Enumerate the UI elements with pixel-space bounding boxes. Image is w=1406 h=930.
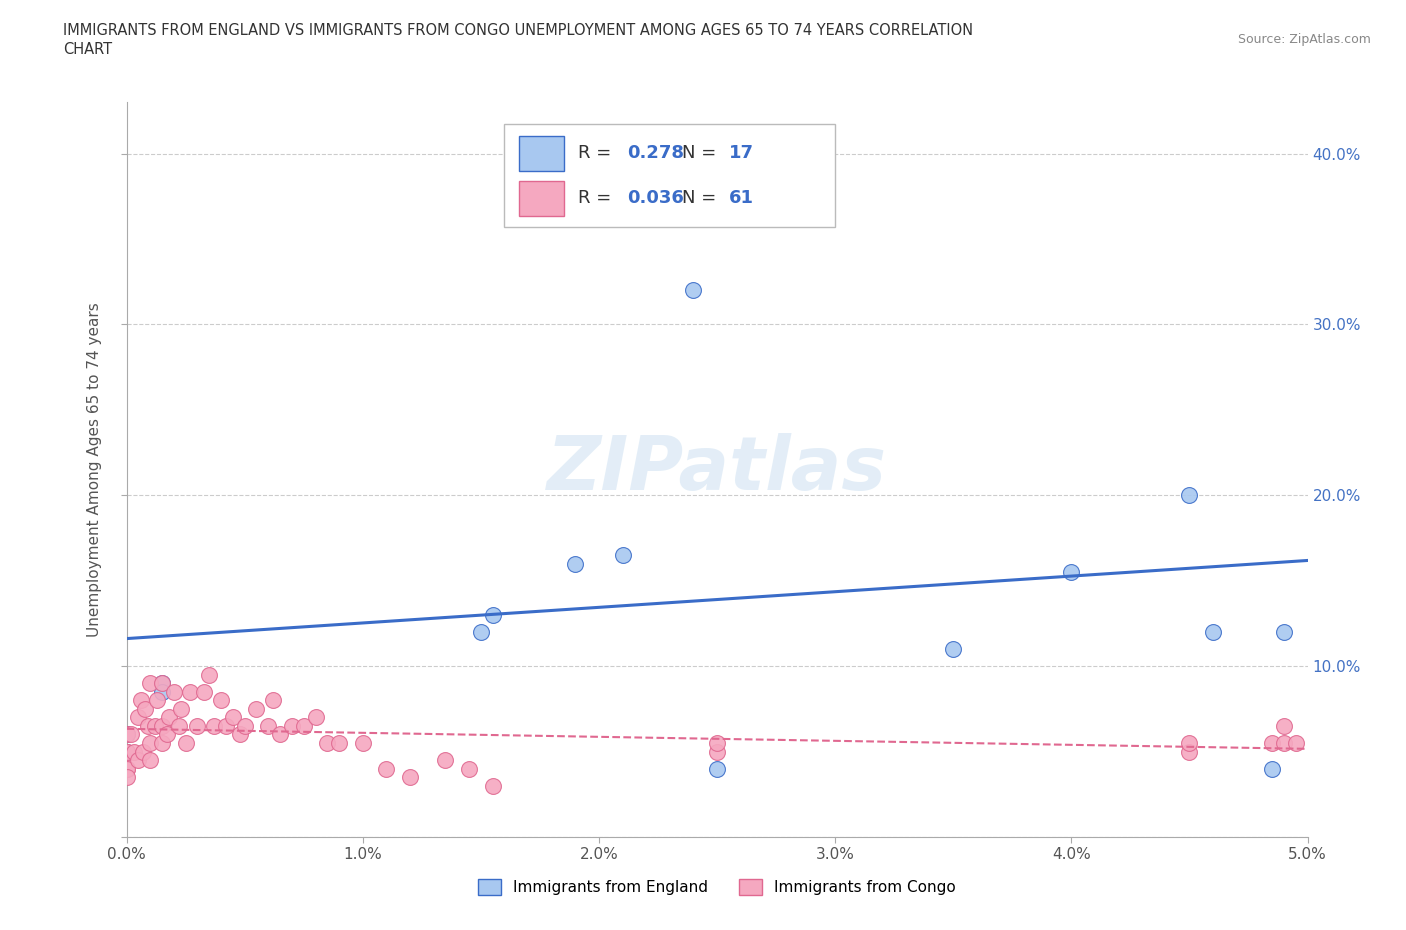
Point [399,770,422,785]
FancyBboxPatch shape [519,136,564,171]
Point [150,676,173,691]
Point [1178,488,1201,503]
Point [122,744,145,759]
Point [222,710,245,724]
Point [163,684,186,699]
Point [706,744,728,759]
Point [304,710,326,724]
Point [156,727,179,742]
Point [316,736,339,751]
Point [229,727,252,742]
Point [186,719,208,734]
Legend: Immigrants from England, Immigrants from Congo: Immigrants from England, Immigrants from… [478,880,956,896]
Point [174,736,197,751]
Text: N =: N = [682,190,721,207]
Text: 0.278: 0.278 [627,144,685,162]
Point [458,762,481,777]
Point [257,719,280,734]
Point [115,744,138,759]
Text: 0.036: 0.036 [627,190,685,207]
Point [682,283,704,298]
Point [157,710,180,724]
Point [146,693,169,708]
Point [434,752,457,767]
Point [115,744,138,759]
Point [233,719,256,734]
Point [1202,625,1225,640]
Text: 17: 17 [728,144,754,162]
Point [942,642,965,657]
Point [150,736,173,751]
Point [150,684,173,699]
Point [115,727,138,742]
Point [612,548,634,563]
Text: IMMIGRANTS FROM ENGLAND VS IMMIGRANTS FROM CONGO UNEMPLOYMENT AMONG AGES 65 TO 7: IMMIGRANTS FROM ENGLAND VS IMMIGRANTS FR… [63,23,973,38]
Point [143,719,166,734]
Point [115,727,138,742]
Point [115,770,138,785]
Text: Source: ZipAtlas.com: Source: ZipAtlas.com [1237,33,1371,46]
Point [481,778,503,793]
Point [193,684,215,699]
Point [1060,565,1083,579]
Point [198,667,221,682]
Point [1285,736,1308,751]
Point [132,744,155,759]
Text: R =: R = [578,190,617,207]
Point [1272,625,1295,640]
Point [328,736,350,751]
Point [262,693,284,708]
Point [375,762,398,777]
Point [215,719,238,734]
Point [129,693,152,708]
Point [1261,762,1284,777]
Point [202,719,225,734]
Point [170,701,193,716]
Point [564,556,586,571]
Point [139,752,162,767]
Point [115,762,138,777]
Point [139,676,162,691]
Point [115,762,138,777]
FancyBboxPatch shape [519,180,564,216]
Y-axis label: Unemployment Among Ages 65 to 74 years: Unemployment Among Ages 65 to 74 years [87,302,103,637]
Text: N =: N = [682,144,721,162]
Point [1272,736,1295,751]
Point [352,736,374,751]
Point [292,719,315,734]
Point [706,172,728,187]
Point [1178,744,1201,759]
Point [136,719,159,734]
Text: R =: R = [578,144,617,162]
Point [706,762,728,777]
Text: ZIPatlas: ZIPatlas [547,433,887,506]
FancyBboxPatch shape [505,125,835,227]
Point [209,693,232,708]
Point [139,736,162,751]
Point [127,710,149,724]
Point [1272,719,1295,734]
Point [127,752,149,767]
Point [245,701,267,716]
Point [179,684,201,699]
Point [120,727,142,742]
Point [134,701,156,716]
Point [167,719,190,734]
Point [115,744,138,759]
Point [706,736,728,751]
Point [1178,736,1201,751]
Point [281,719,304,734]
Point [470,625,492,640]
Point [269,727,291,742]
Point [150,719,173,734]
Text: 61: 61 [728,190,754,207]
Point [150,676,173,691]
Text: CHART: CHART [63,42,112,57]
Point [481,607,503,622]
Point [1261,736,1284,751]
